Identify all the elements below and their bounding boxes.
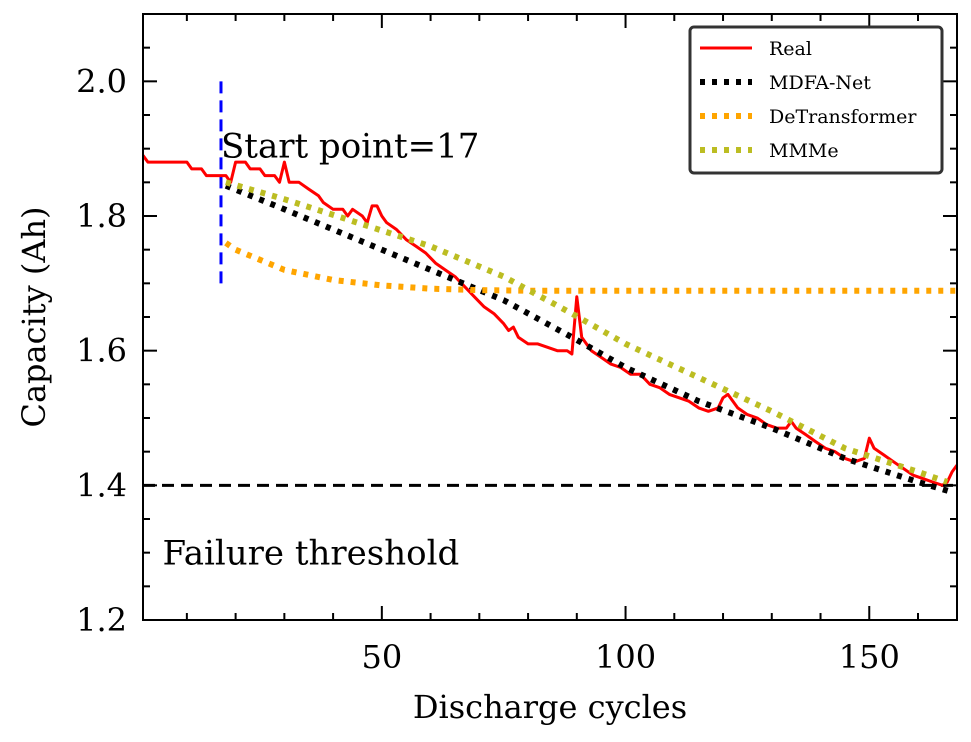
legend-label-1: MDFA-Net (769, 72, 871, 94)
series-line-3 (225, 179, 949, 485)
legend-label-2: DeTransformer (769, 106, 917, 128)
failure-threshold-annotation: Failure threshold (162, 534, 459, 574)
x-tick-label: 100 (595, 638, 656, 676)
series-line-0 (143, 154, 957, 487)
legend-label-0: Real (769, 38, 812, 60)
axis-ticks (143, 14, 957, 621)
series-line-2 (224, 240, 957, 294)
series-line-1 (224, 182, 953, 495)
legend-label-3: MMMe (769, 140, 839, 162)
y-tick-label: 1.6 (76, 332, 127, 370)
annotations: Start point=17 Failure threshold (162, 126, 479, 573)
start-point-annotation: Start point=17 (221, 126, 479, 166)
x-tick-label: 150 (839, 638, 900, 676)
x-tick-label: 50 (361, 638, 402, 676)
x-axis-title: Discharge cycles (413, 688, 687, 726)
y-tick-label: 2.0 (76, 62, 127, 100)
y-tick-label: 1.8 (76, 197, 127, 235)
legend-box (688, 25, 944, 175)
y-tick-label: 1.2 (76, 601, 127, 639)
axis-tick-labels: 50 100 150 1.2 1.4 1.6 1.8 2.0 (76, 62, 900, 676)
legend: Real MDFA-Net DeTransformer MMMe (688, 25, 944, 175)
plot-lines (143, 81, 957, 495)
y-axis-title: Capacity (Ah) (15, 206, 53, 427)
y-tick-label: 1.4 (76, 466, 127, 504)
